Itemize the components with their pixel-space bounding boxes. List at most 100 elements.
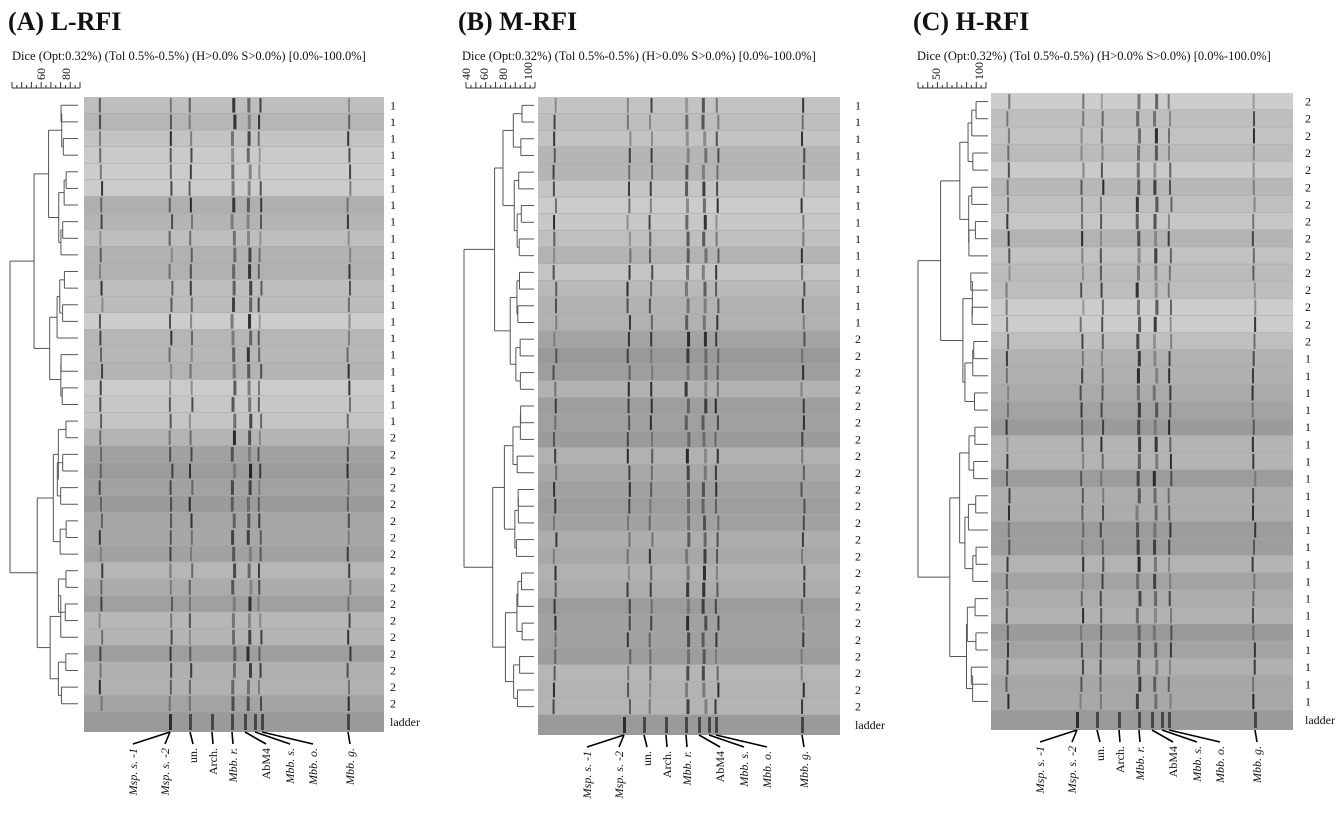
gel-band	[651, 365, 654, 380]
gel-band	[348, 280, 351, 296]
gel-band	[628, 532, 631, 547]
gel-band	[648, 515, 651, 531]
gel-band	[1251, 231, 1254, 247]
gel-band	[629, 248, 632, 264]
gel-lane	[84, 313, 384, 330]
gel-band	[704, 381, 708, 397]
gel-band	[232, 197, 236, 213]
band-label: AbM4	[259, 748, 273, 779]
band-label: un.	[1093, 746, 1107, 761]
gel-band	[1081, 659, 1084, 675]
gel-band	[801, 448, 804, 464]
band-pointer	[1096, 729, 1101, 743]
scale-tick-label: 80	[59, 68, 73, 80]
gel-band	[1138, 316, 1142, 332]
gel-band	[248, 480, 252, 495]
row-label: 1	[390, 281, 396, 295]
gel-band	[628, 599, 631, 614]
row-label: 2	[1305, 283, 1311, 297]
ladder-band	[1096, 712, 1099, 728]
gel-band	[170, 247, 173, 263]
gel-band	[1101, 385, 1104, 401]
gel-band	[1153, 676, 1157, 692]
scale-tick-label: 60	[477, 68, 491, 80]
gel-band	[802, 181, 805, 197]
gel-band	[169, 164, 172, 180]
gel-lane	[991, 590, 1293, 607]
gel-band	[247, 181, 251, 196]
gel-band	[554, 448, 557, 464]
gel-band	[650, 98, 653, 113]
gel-band	[800, 599, 803, 614]
gel-band	[259, 613, 262, 628]
gel-band	[248, 596, 252, 612]
gel-band	[168, 230, 171, 246]
gel-band	[1169, 316, 1172, 332]
band-label: Arch.	[206, 748, 220, 775]
gel-band	[628, 265, 631, 280]
gel-band	[231, 181, 235, 196]
gel-band	[1251, 368, 1254, 384]
gel-band	[1154, 265, 1158, 281]
gel-lane	[991, 384, 1293, 401]
gel-band	[716, 548, 719, 564]
row-label: 1	[390, 414, 396, 428]
gel-band	[1167, 128, 1170, 144]
gel-band	[1081, 419, 1084, 435]
gel-band	[100, 513, 103, 529]
gel-band	[716, 415, 719, 431]
gel-band	[553, 599, 556, 614]
gel-band	[1152, 385, 1156, 401]
gel-band	[347, 513, 350, 529]
gel-band	[687, 331, 691, 347]
gel-band	[627, 381, 630, 397]
gel-band	[1252, 625, 1255, 641]
row-label: 2	[855, 549, 861, 563]
gel-band	[800, 649, 803, 664]
gel-band	[1137, 231, 1141, 247]
gel-band	[1154, 282, 1158, 298]
row-label: 1	[390, 398, 396, 412]
gel-band	[1008, 94, 1011, 110]
gel-band	[685, 131, 689, 147]
gel-band	[1136, 471, 1140, 487]
gel-band	[715, 131, 718, 147]
gel-band	[803, 565, 806, 581]
row-label: 1	[1305, 437, 1311, 451]
row-label: 2	[390, 680, 396, 694]
gel-band	[651, 532, 654, 547]
gel-band	[190, 247, 193, 263]
gel-band	[231, 397, 235, 412]
gel-band	[649, 114, 652, 130]
gel-band	[170, 513, 173, 529]
gel-band	[648, 548, 651, 564]
gel-band	[1005, 282, 1008, 298]
gel-band	[650, 465, 653, 481]
gel-band	[1007, 162, 1010, 178]
band-label: Mbb. s.	[1190, 746, 1204, 783]
gel-band	[552, 365, 555, 380]
row-label: 1	[1305, 506, 1311, 520]
gel-band	[168, 430, 171, 446]
gel-band	[232, 230, 236, 246]
row-label: 1	[390, 148, 396, 162]
row-label: 2	[390, 580, 396, 594]
gel-band	[1005, 299, 1008, 315]
gel-band	[190, 663, 193, 678]
gel-band	[1253, 659, 1256, 675]
gel-band	[188, 596, 191, 612]
gel-band	[649, 498, 652, 514]
gel-band	[1100, 625, 1103, 641]
gel-band	[1080, 282, 1083, 298]
row-label: 2	[1305, 317, 1311, 331]
gel-band	[552, 265, 555, 280]
gel-band	[232, 546, 236, 562]
gel-band	[1137, 248, 1141, 264]
gel-band	[1099, 591, 1102, 607]
gel-band	[190, 347, 193, 362]
gel-band	[801, 699, 804, 714]
gel-band	[802, 164, 805, 180]
gel-band	[802, 632, 805, 648]
gel-band	[246, 530, 250, 545]
scale-tick-label: 100	[521, 62, 535, 80]
